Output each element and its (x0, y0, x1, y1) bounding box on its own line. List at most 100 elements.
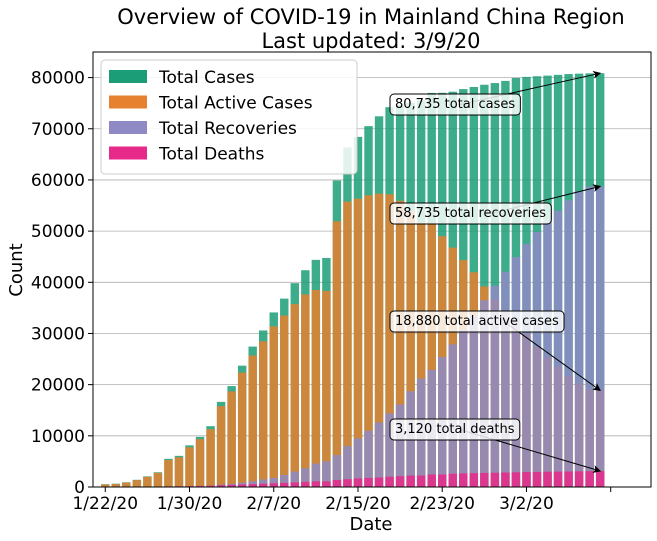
bar (132, 480, 142, 487)
legend-label: Total Cases (158, 68, 255, 88)
bar (216, 406, 226, 487)
annotation: 80,735 total cases (389, 70, 602, 116)
bar (353, 438, 363, 487)
bar (511, 257, 521, 487)
x-tick-label: 2/15/20 (325, 494, 391, 514)
annotation-text: 3,120 total deaths (395, 422, 515, 437)
bar (343, 479, 352, 487)
bar (553, 210, 563, 488)
bar (322, 461, 331, 487)
x-tick-label: 3/2/20 (499, 494, 554, 514)
annotation-text: 18,880 total active cases (395, 314, 559, 329)
bar (280, 315, 289, 487)
bar (195, 485, 205, 487)
bar (343, 201, 352, 487)
bar (427, 222, 436, 487)
bar (259, 479, 268, 487)
bar (480, 472, 489, 487)
bar (185, 447, 194, 487)
bar (322, 290, 331, 487)
annotation: 18,880 total active cases (389, 310, 601, 391)
bar (395, 476, 405, 487)
y-tick-label: 70000 (31, 120, 85, 140)
annotations: 80,735 total cases 58,735 total recoverie… (389, 70, 602, 473)
chart-title-line2: Last updated: 3/9/20 (261, 29, 480, 53)
bar (532, 471, 542, 487)
bar (374, 193, 384, 487)
bar (122, 482, 131, 487)
bar (543, 471, 552, 487)
y-tick-label: 50000 (31, 222, 85, 242)
bar (416, 222, 426, 487)
bar (564, 471, 573, 487)
bar (248, 355, 257, 487)
bar (237, 372, 247, 487)
bar (480, 300, 489, 487)
x-tick-label: 2/7/20 (246, 494, 301, 514)
legend-label: Total Active Cases (158, 94, 313, 114)
bar (290, 482, 300, 487)
y-axis: 0 10000 20000 30000 40000 50000 60000 70000 8000… (31, 69, 93, 498)
bar (532, 231, 542, 487)
bar (364, 195, 373, 487)
legend-swatch (109, 95, 147, 109)
bar (269, 483, 278, 487)
y-tick-label: 80000 (31, 69, 85, 89)
y-tick-label: 10000 (31, 427, 85, 447)
bar (459, 473, 468, 487)
bar (427, 474, 436, 487)
bar (216, 485, 226, 487)
bar (438, 474, 447, 487)
bar (385, 476, 394, 487)
bar (574, 191, 584, 487)
legend-swatch (109, 121, 147, 134)
bar (332, 480, 342, 487)
annotation-box (389, 310, 565, 333)
y-tick-label: 20000 (31, 376, 85, 396)
bar (364, 430, 373, 487)
bar (574, 471, 584, 487)
bar (395, 200, 405, 488)
chart-title-line1: Overview of COVID-19 in Mainland China R… (117, 5, 625, 29)
bar (269, 326, 278, 487)
bar (311, 481, 321, 487)
bar (448, 344, 457, 487)
bar (385, 194, 394, 487)
legend: Total Cases Total Active Cases Total Recov… (100, 59, 358, 175)
bar (290, 471, 300, 487)
bar (301, 481, 310, 487)
bar (511, 472, 521, 487)
x-tick-label: 1/30/20 (157, 494, 223, 514)
series-total-recoveries (101, 186, 605, 488)
bar (343, 446, 352, 487)
bar (227, 484, 236, 487)
bar (490, 83, 500, 488)
y-axis-label: Count (6, 243, 27, 296)
bar (595, 186, 605, 488)
bar (353, 478, 363, 487)
bar (480, 84, 489, 488)
bar (164, 459, 173, 487)
bar (269, 477, 278, 487)
bar (564, 200, 573, 488)
bar (353, 198, 363, 488)
bar (553, 471, 563, 487)
legend-swatch (109, 146, 147, 160)
bar (469, 473, 479, 487)
plot-frame (92, 51, 652, 488)
bar (385, 413, 394, 487)
bars (101, 73, 605, 488)
annotation-text: 80,735 total cases (395, 97, 515, 112)
bar (259, 483, 268, 487)
bar (416, 475, 426, 487)
x-tick-label: 1/22/20 (72, 494, 138, 514)
bar (395, 404, 405, 487)
bar (280, 482, 289, 487)
annotation-box (389, 93, 521, 116)
series-total-deaths (101, 471, 605, 487)
bar (311, 463, 321, 487)
annotation-text: 58,735 total recoveries (395, 206, 546, 221)
annotation-arrow (503, 321, 601, 391)
bar (332, 221, 342, 487)
